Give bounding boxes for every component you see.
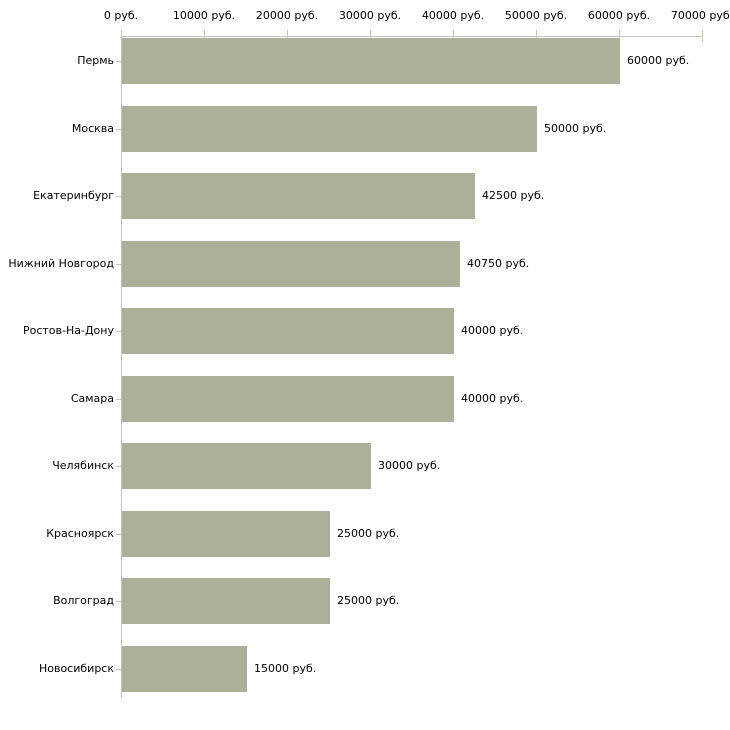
x-axis-tick-label: 40000 руб. xyxy=(421,9,485,22)
value-label: 40750 руб. xyxy=(467,257,530,270)
bar-7 xyxy=(122,443,371,489)
x-axis-tick-label: 10000 руб. xyxy=(172,9,236,22)
value-label: 25000 руб. xyxy=(337,594,400,607)
value-label: 60000 руб. xyxy=(627,54,690,67)
value-label: 42500 руб. xyxy=(482,189,545,202)
y-axis-tick-mark xyxy=(116,669,121,670)
category-label: Екатеринбург xyxy=(33,189,114,202)
category-label: Ростов-На-Дону xyxy=(22,324,114,337)
y-axis-line xyxy=(121,36,122,698)
x-axis-tick-label: 70000 руб. xyxy=(670,9,730,22)
y-axis-tick-mark xyxy=(116,466,121,467)
category-label: Пермь xyxy=(77,54,114,67)
bar-1 xyxy=(122,38,620,84)
value-label: 30000 руб. xyxy=(378,459,441,472)
y-axis-tick-mark xyxy=(116,264,121,265)
bar-3 xyxy=(122,173,475,219)
bar-5 xyxy=(122,308,454,354)
x-axis-tick-label: 30000 руб. xyxy=(338,9,402,22)
bar-10 xyxy=(122,646,247,692)
x-axis-tick-label: 0 руб. xyxy=(103,9,139,22)
value-label: 15000 руб. xyxy=(254,662,317,675)
value-label: 25000 руб. xyxy=(337,527,400,540)
value-label: 40000 руб. xyxy=(461,392,524,405)
category-label: Красноярск xyxy=(46,527,114,540)
y-axis-tick-mark xyxy=(116,534,121,535)
y-axis-tick-mark xyxy=(116,331,121,332)
y-axis-tick-mark xyxy=(116,129,121,130)
bar-6 xyxy=(122,376,454,422)
y-axis-tick-mark xyxy=(116,601,121,602)
category-label: Москва xyxy=(71,122,114,135)
bar-9 xyxy=(122,578,330,624)
bar-8 xyxy=(122,511,330,557)
x-axis-line xyxy=(121,36,703,37)
value-label: 50000 руб. xyxy=(544,122,607,135)
y-axis-tick-mark xyxy=(116,61,121,62)
bar-4 xyxy=(122,241,460,287)
y-axis-tick-mark xyxy=(116,399,121,400)
category-label: Нижний Новгород xyxy=(8,257,114,270)
category-label: Волгоград xyxy=(53,594,114,607)
x-axis-tick-label: 50000 руб. xyxy=(504,9,568,22)
x-axis-tick-label: 20000 руб. xyxy=(255,9,319,22)
value-label: 40000 руб. xyxy=(461,324,524,337)
category-label: Челябинск xyxy=(52,459,114,472)
category-label: Самара xyxy=(70,392,114,405)
x-axis-tick-label: 60000 руб. xyxy=(587,9,651,22)
category-label: Новосибирск xyxy=(38,662,114,675)
bar-2 xyxy=(122,106,537,152)
y-axis-tick-mark xyxy=(116,196,121,197)
